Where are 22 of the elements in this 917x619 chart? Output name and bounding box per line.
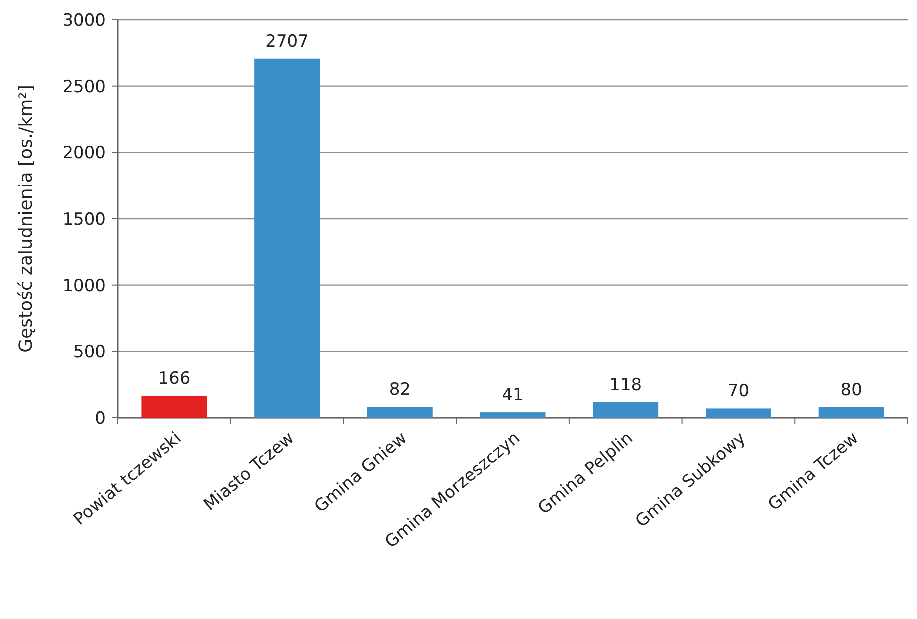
data-label: 70 (728, 382, 750, 402)
bar (706, 408, 772, 418)
bar (593, 402, 659, 418)
y-tick-label: 2500 (62, 77, 106, 98)
data-label: 2707 (266, 32, 309, 52)
y-tick-label: 3000 (62, 10, 106, 31)
y-tick-label: 0 (95, 408, 106, 429)
bar (818, 407, 884, 418)
bar (142, 396, 208, 418)
data-label: 166 (158, 368, 191, 389)
data-label: 41 (502, 386, 524, 406)
data-label: 82 (389, 380, 411, 400)
bar (480, 412, 546, 418)
data-label: 80 (840, 380, 862, 400)
bar (367, 407, 433, 418)
y-tick-label: 1000 (62, 276, 106, 296)
bar (254, 58, 320, 418)
y-axis-title: Gęstość zaludnienia [os./km²] (16, 85, 37, 353)
data-label: 118 (610, 375, 642, 396)
y-tick-label: 1500 (62, 210, 106, 230)
y-tick-label: 2000 (62, 144, 106, 164)
y-tick-label: 500 (74, 342, 106, 363)
